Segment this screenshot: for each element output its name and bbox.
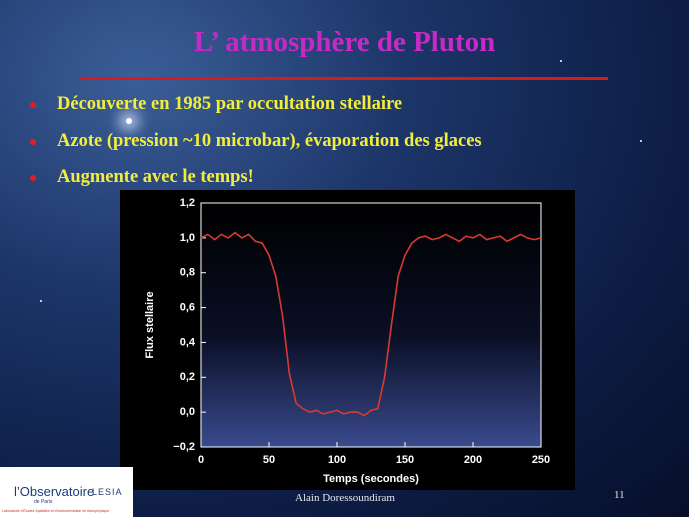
slide-title: L’ atmosphère de Pluton [193, 26, 496, 58]
y-tick-label: 0,0 [180, 406, 195, 418]
y-axis-label: Flux stellaire [144, 291, 156, 358]
page-number: 11 [614, 489, 625, 501]
x-tick-label: 200 [464, 454, 482, 466]
x-tick-label: 100 [328, 454, 346, 466]
x-axis-label: Temps (secondes) [323, 473, 419, 485]
plot-area [200, 202, 542, 448]
star [640, 140, 642, 142]
y-tick-label: 1,0 [180, 232, 195, 244]
logo: l’Observatoire de Paris LESIA Laboratoir… [0, 467, 133, 517]
star [126, 118, 132, 124]
star [40, 300, 42, 302]
bullet: Augmente avec le temps! [57, 167, 254, 187]
y-tick-label: 0,6 [180, 301, 195, 313]
y-tick-label: 0,2 [180, 371, 195, 383]
y-tick-label: 1,2 [180, 197, 195, 209]
logo-sub: de Paris [34, 499, 53, 505]
y-tick-label: 0,8 [180, 267, 195, 279]
data-line [200, 231, 542, 417]
bullet: Découverte en 1985 par occultation stell… [57, 94, 403, 114]
footer-author: Alain Doressoundiram [295, 492, 395, 504]
y-tick-label: 0,4 [180, 336, 196, 348]
bullet: Azote (pression ~10 microbar), évaporati… [57, 131, 482, 151]
chart: Temps (secondes) Flux stellaire −0,2 0,0 0… [120, 190, 575, 490]
x-tick-label: 50 [263, 454, 275, 466]
x-tick-label: 0 [198, 454, 204, 466]
bullet-dot [30, 102, 36, 108]
x-tick-label: 150 [396, 454, 414, 466]
logo-name: l’Observatoire [14, 484, 95, 499]
bullet-dot [30, 139, 36, 145]
logo-caption: Laboratoire d’Études Spatiales et d’Inst… [2, 509, 110, 513]
star [560, 60, 562, 62]
y-tick-label: −0,2 [173, 441, 195, 453]
logo-lab: LESIA [92, 487, 123, 497]
bullet-dot [30, 175, 36, 181]
x-tick-label: 250 [532, 454, 550, 466]
title-rule [80, 77, 608, 80]
